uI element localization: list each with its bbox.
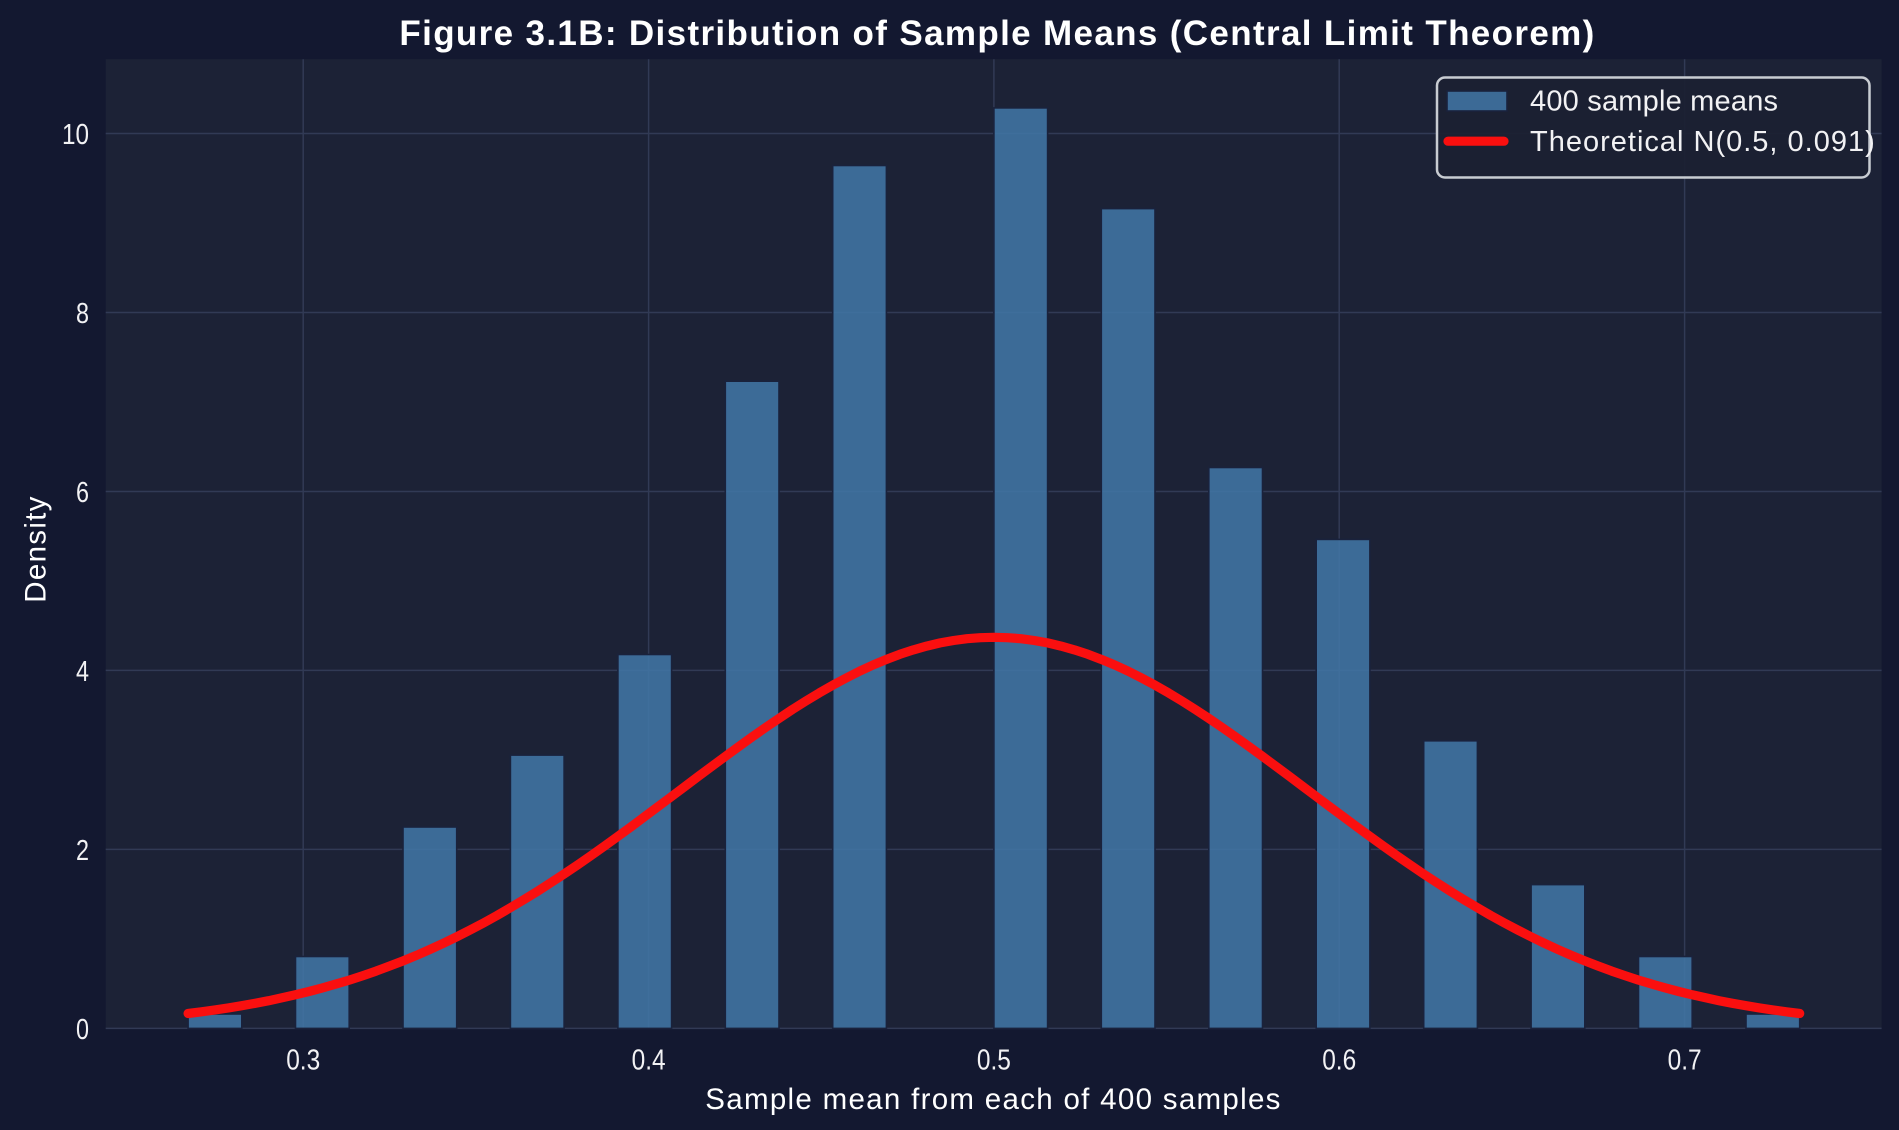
svg-text:0.3: 0.3: [286, 1044, 320, 1076]
svg-text:Theoretical N(0.5, 0.091): Theoretical N(0.5, 0.091): [1530, 126, 1876, 158]
svg-text:Figure 3.1B: Distribution of S: Figure 3.1B: Distribution of Sample Mean…: [399, 14, 1595, 53]
svg-text:4: 4: [76, 656, 89, 688]
svg-text:0.7: 0.7: [1668, 1044, 1702, 1076]
svg-text:2: 2: [76, 835, 89, 867]
svg-text:6: 6: [76, 477, 89, 509]
svg-text:0: 0: [76, 1014, 89, 1046]
svg-text:Sample mean from each of 400 s: Sample mean from each of 400 samples: [705, 1083, 1281, 1116]
svg-text:Density: Density: [20, 495, 53, 602]
svg-text:0.4: 0.4: [632, 1044, 666, 1076]
svg-text:400 sample means: 400 sample means: [1530, 86, 1778, 118]
svg-text:10: 10: [62, 119, 89, 151]
svg-text:0.5: 0.5: [977, 1044, 1011, 1076]
svg-text:8: 8: [76, 298, 89, 330]
svg-text:0.6: 0.6: [1322, 1044, 1356, 1076]
